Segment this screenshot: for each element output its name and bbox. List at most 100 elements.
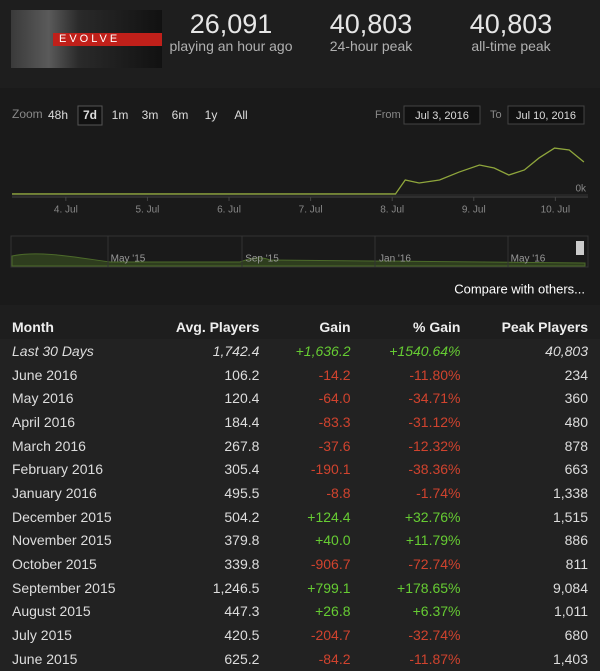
table-cell: -190.1 xyxy=(310,461,351,478)
table-cell: 379.8 xyxy=(224,532,260,549)
table-cell: -83.3 xyxy=(318,413,351,430)
stat-value: 40,803 xyxy=(329,9,413,39)
table-cell: 305.4 xyxy=(224,461,260,478)
table-row: June 2016 106.2 -14.2 -11.80% 234 xyxy=(0,362,600,387)
table-cell: +26.8 xyxy=(315,603,351,620)
table-cell: 1,742.4 xyxy=(212,342,260,359)
table-cell: +124.4 xyxy=(307,508,351,525)
table-cell: 1,338 xyxy=(552,484,588,501)
table-row: Last 30 Days 1,742.4 +1,636.2 +1540.64% 40,8… xyxy=(0,339,600,363)
x-tick-label: 7. Jul xyxy=(299,205,323,216)
to-box[interactable] xyxy=(507,105,585,125)
table-cell: January 2016 xyxy=(12,484,97,501)
from-date: Jul 3, 2016 xyxy=(415,110,469,122)
table-cell: September 2015 xyxy=(12,579,116,596)
table-cell: 360 xyxy=(564,390,588,407)
table-cell: 40,803 xyxy=(545,342,588,359)
table-row: June 2015 625.2 -84.2 -11.87% 1,403 xyxy=(0,646,600,671)
table-cell: 886 xyxy=(564,532,588,549)
zoom-button[interactable]: All xyxy=(234,108,247,122)
table-cell: -1.74% xyxy=(416,484,461,501)
x-tick-label: 10. Jul xyxy=(541,205,570,216)
zoom-button[interactable]: 48h xyxy=(48,108,68,122)
data-table: Month Avg. Players Gain % Gain Peak Players L… xyxy=(0,314,600,671)
table-cell: March 2016 xyxy=(12,437,86,454)
table-cell: -8.8 xyxy=(326,484,351,501)
table-row: July 2015 420.5 -204.7 -32.74% 680 xyxy=(0,623,600,647)
table-cell: -31.12% xyxy=(408,413,461,430)
table-cell: 1,011 xyxy=(554,603,588,620)
column-header: Peak Players xyxy=(501,318,588,335)
table-cell: +11.79% xyxy=(405,532,461,549)
line-series xyxy=(12,147,585,195)
table-cell: 267.8 xyxy=(224,437,260,454)
game-logo: EVOLVE xyxy=(11,10,162,68)
table-cell: -204.7 xyxy=(310,627,351,644)
stat: 40,803 24-hour peak xyxy=(301,10,441,54)
table-cell: 504.2 xyxy=(224,508,260,525)
table-cell: 811 xyxy=(565,556,588,573)
table-cell: 1,246.5 xyxy=(212,579,260,596)
table-cell: -906.7 xyxy=(310,556,351,573)
table-row: May 2016 120.4 -64.0 -34.71% 360 xyxy=(0,386,600,411)
table-cell: -32.74% xyxy=(408,627,461,644)
table-cell: December 2015 xyxy=(12,508,112,525)
table-cell: 480 xyxy=(564,413,588,430)
navigator-label: Sep '15 xyxy=(245,254,279,265)
from-label: From xyxy=(375,109,401,121)
table-cell: 625.2 xyxy=(224,650,260,667)
table-cell: -38.36% xyxy=(408,461,461,478)
to-date: Jul 10, 2016 xyxy=(516,110,576,122)
table-cell: 1,515 xyxy=(552,508,588,525)
table-row: December 2015 504.2 +124.4 +32.76% 1,515 xyxy=(0,504,600,529)
navigator-frame xyxy=(10,235,589,268)
stat-label: 24-hour peak xyxy=(329,38,413,54)
table-cell: 447.3 xyxy=(224,603,260,620)
table-cell: May 2016 xyxy=(12,390,74,407)
table-cell: 184.4 xyxy=(224,413,260,430)
table-row: November 2015 379.8 +40.0 +11.79% 886 xyxy=(0,528,600,553)
from-box[interactable] xyxy=(403,105,481,125)
zoom-label: Zoom xyxy=(12,107,43,121)
table-cell: 420.5 xyxy=(224,627,260,644)
table-row: September 2015 1,246.5 +799.1 +178.65% 9,084 xyxy=(0,575,600,600)
table-cell: +32.76% xyxy=(404,508,461,525)
table-cell: February 2016 xyxy=(12,461,104,478)
table-cell: +6.37% xyxy=(412,603,461,620)
table-cell: June 2015 xyxy=(12,650,78,667)
column-header: Avg. Players xyxy=(175,318,260,335)
table-row: August 2015 447.3 +26.8 +6.37% 1,011 xyxy=(0,599,600,624)
table-cell: -11.80% xyxy=(409,366,461,383)
zoom-selected xyxy=(77,105,103,126)
table-cell: 120.4 xyxy=(224,390,260,407)
table-row: January 2016 495.5 -8.8 -1.74% 1,338 xyxy=(0,481,600,505)
navigator-label: May '15 xyxy=(111,254,146,265)
table-cell: 495.5 xyxy=(224,484,260,501)
table-cell: 878 xyxy=(564,437,588,454)
table-cell: 680 xyxy=(564,627,588,644)
zoom-button[interactable]: 7d xyxy=(83,108,97,122)
zoom-button[interactable]: 1m xyxy=(112,108,129,122)
zoom-button[interactable]: 1y xyxy=(205,108,218,122)
zoom-button[interactable]: 3m xyxy=(142,108,159,122)
logo-text: EVOLVE xyxy=(53,33,162,46)
table-cell: +1,636.2 xyxy=(295,342,351,359)
table-cell: -12.32% xyxy=(408,437,461,454)
navigator-handle[interactable] xyxy=(576,241,584,255)
compare-link[interactable]: Compare with others... xyxy=(454,281,585,296)
navigator-label: May '16 xyxy=(511,254,546,265)
stat-value: 40,803 xyxy=(469,9,553,39)
table-cell: -11.87% xyxy=(409,650,461,667)
stat-value: 26,091 xyxy=(189,9,273,39)
column-header: % Gain xyxy=(413,318,461,335)
stat: 26,091 playing an hour ago xyxy=(161,10,301,54)
table-cell: -64.0 xyxy=(318,390,351,407)
table-cell: 663 xyxy=(564,461,588,478)
zoom-button[interactable]: 6m xyxy=(172,108,189,122)
table-row: February 2016 305.4 -190.1 -38.36% 663 xyxy=(0,457,600,482)
table-cell: +799.1 xyxy=(307,579,351,596)
x-tick-label: 4. Jul xyxy=(54,205,78,216)
y-tick-label: 0k xyxy=(575,184,587,195)
navigator-area xyxy=(11,253,586,267)
